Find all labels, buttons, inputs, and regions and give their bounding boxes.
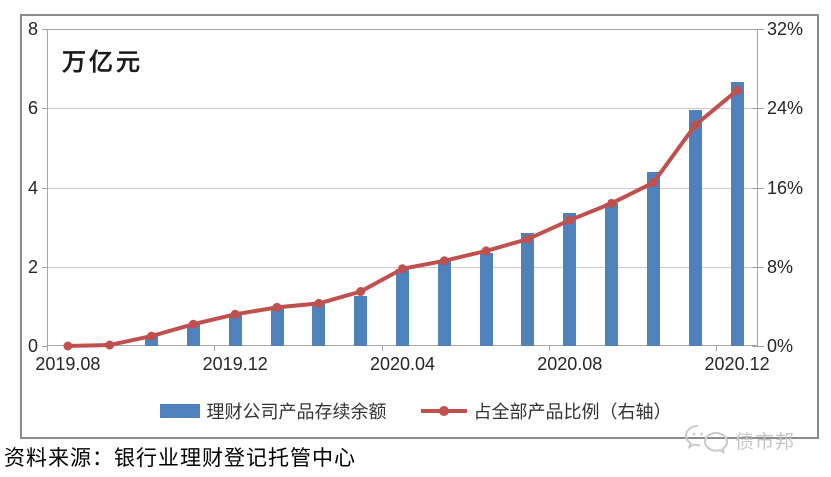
x-axis-tick — [47, 346, 48, 351]
watermark: 债市邦 — [684, 424, 795, 456]
x-axis-tick-label: 2019.08 — [35, 354, 101, 374]
bar — [563, 213, 577, 346]
right-axis-tick — [752, 266, 764, 268]
line-series-marker-swatch — [438, 406, 449, 416]
x-axis-tick — [548, 346, 550, 351]
chat-bubbles-icon — [684, 425, 729, 455]
x-axis-tick — [214, 346, 216, 351]
right-axis-tick-label: 32% — [767, 19, 804, 39]
bar — [730, 81, 744, 346]
legend-label-bar-series: 理财公司产品存续余额 — [206, 402, 387, 422]
right-axis-tick-label: 0% — [767, 336, 794, 356]
bar — [521, 233, 535, 346]
right-axis-tick — [752, 29, 764, 30]
x-axis-tick-label: 2020.12 — [704, 354, 770, 374]
right-axis-tick — [752, 346, 764, 347]
bar — [145, 336, 159, 346]
legend-item-line-series: 占全部产品比例（右轴） — [420, 398, 672, 424]
left-axis-tick-label: 8 — [27, 19, 38, 39]
bar — [354, 296, 368, 346]
x-axis-tick-label: 2019.12 — [202, 354, 268, 374]
bar — [186, 324, 200, 346]
left-axis-unit-label: 万亿元 — [62, 49, 143, 76]
bar — [312, 304, 326, 346]
x-axis-tick — [381, 346, 383, 351]
bar — [688, 110, 702, 346]
x-axis-tick — [716, 346, 718, 351]
legend-label-line-series: 占全部产品比例（右轴） — [473, 402, 672, 422]
bar — [646, 171, 660, 346]
bar — [270, 308, 284, 346]
bar-series-swatch — [159, 404, 200, 418]
x-axis-tick-label: 2020.08 — [537, 354, 603, 374]
left-axis-tick-label: 6 — [27, 98, 38, 119]
legend-item-bar-series: 理财公司产品存续余额 — [159, 398, 387, 424]
line-series-swatch — [420, 406, 467, 416]
left-axis-tick — [42, 266, 47, 268]
left-axis-tick — [42, 108, 47, 110]
left-axis-tick — [42, 29, 47, 30]
left-axis-tick-label: 2 — [27, 256, 38, 277]
right-axis-tick — [752, 108, 764, 110]
left-axis-tick — [42, 346, 47, 347]
bar — [437, 260, 451, 346]
source-note: 资料来源：银行业理财登记托管中心 — [4, 446, 356, 470]
legend: 理财公司产品存续余额 占全部产品比例（右轴） — [0, 398, 831, 424]
right-axis-tick-label: 8% — [767, 256, 794, 277]
watermark-text: 债市邦 — [735, 431, 796, 453]
bar — [396, 268, 409, 346]
left-axis-tick-label: 4 — [27, 177, 38, 198]
right-axis-tick-label: 16% — [767, 177, 804, 198]
bar — [605, 203, 619, 346]
right-axis-tick — [752, 187, 764, 189]
left-axis-tick-label: 0 — [27, 336, 38, 356]
left-axis-tick — [42, 187, 47, 189]
bar — [479, 252, 493, 346]
right-axis-tick-label: 24% — [767, 98, 804, 119]
bar — [228, 314, 242, 346]
x-axis-tick-label: 2020.04 — [369, 354, 436, 374]
